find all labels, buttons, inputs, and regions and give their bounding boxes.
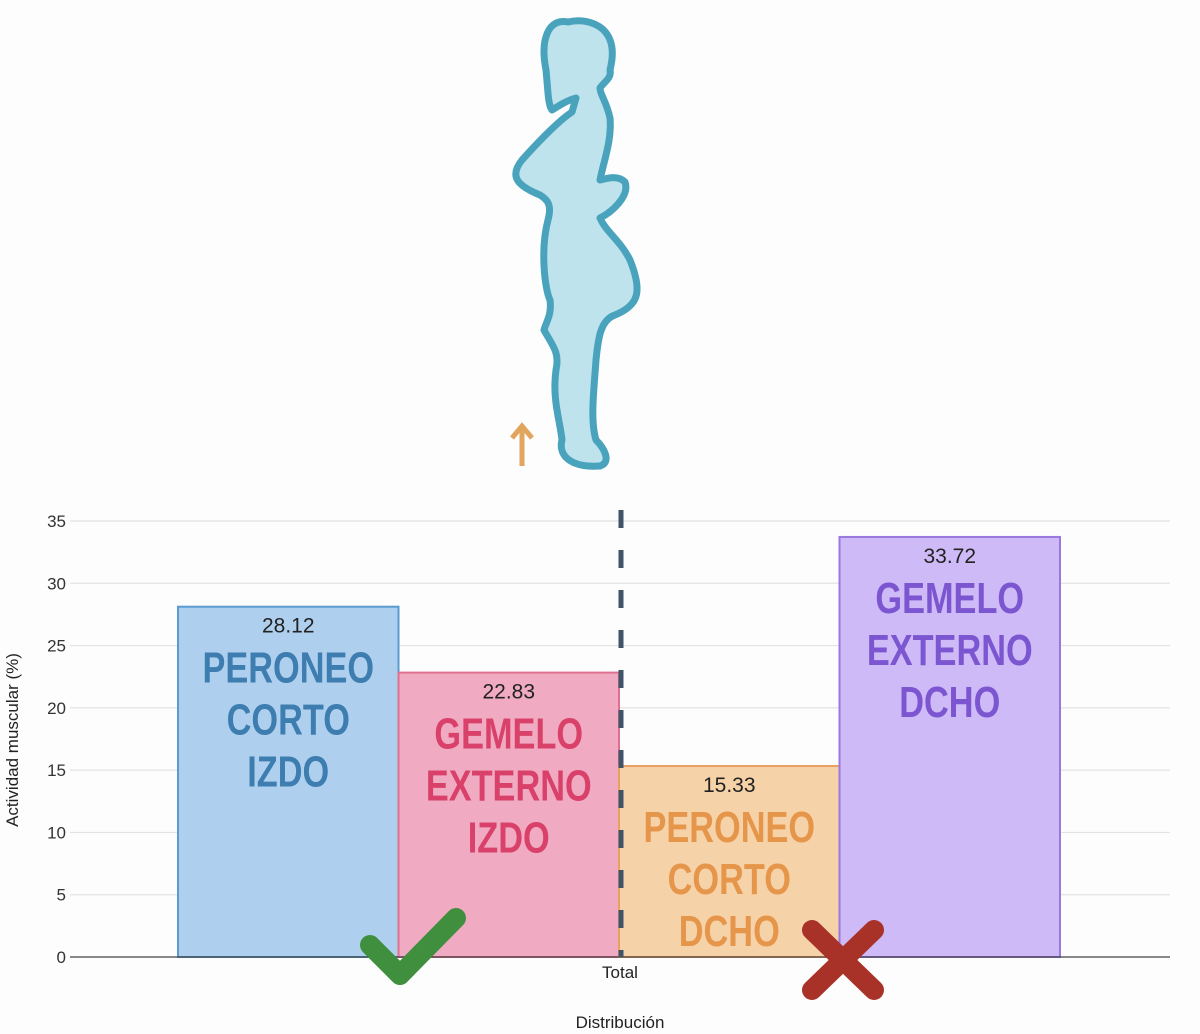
check-mark-icon [360,908,466,985]
bar-name-word: CORTO [668,855,791,904]
y-tick-label: 35 [47,512,66,531]
bar-name-word: IZDO [468,814,550,863]
up-arrow-icon [510,422,534,466]
bar-name-word: GEMELO [434,710,583,759]
bar-value-label: 22.83 [482,681,535,704]
y-tick-label: 0 [57,948,66,967]
bar-value-label: 15.33 [703,774,756,797]
y-tick-label: 10 [47,823,66,842]
bar-name-word: PERONEO [202,644,374,693]
bar-value-label: 33.72 [923,545,976,568]
bar-name-word: CORTO [227,696,350,745]
y-tick-label: 15 [47,761,66,780]
y-tick-label: 5 [57,886,66,905]
y-axis-title: Actividad muscular (%) [3,653,22,827]
y-tick-label: 30 [47,574,66,593]
bar-name-word: EXTERNO [426,762,592,811]
bar-name-word: DCHO [679,907,780,956]
woman-silhouette-icon [512,17,641,470]
cross-mark-icon [802,920,884,1000]
bar-name-word: IZDO [247,748,329,797]
x-tick-label: Total [602,963,638,982]
bar-name-word: DCHO [899,678,1000,727]
y-tick-label: 20 [47,699,66,718]
x-axis-title: Distribución [576,1013,665,1032]
bar-name-word: PERONEO [643,803,815,852]
y-tick-label: 25 [47,637,66,656]
bar-name-word: GEMELO [875,574,1024,623]
bar [838,535,1061,958]
bar-value-label: 28.12 [262,615,315,638]
bar-name-word: EXTERNO [867,626,1033,675]
